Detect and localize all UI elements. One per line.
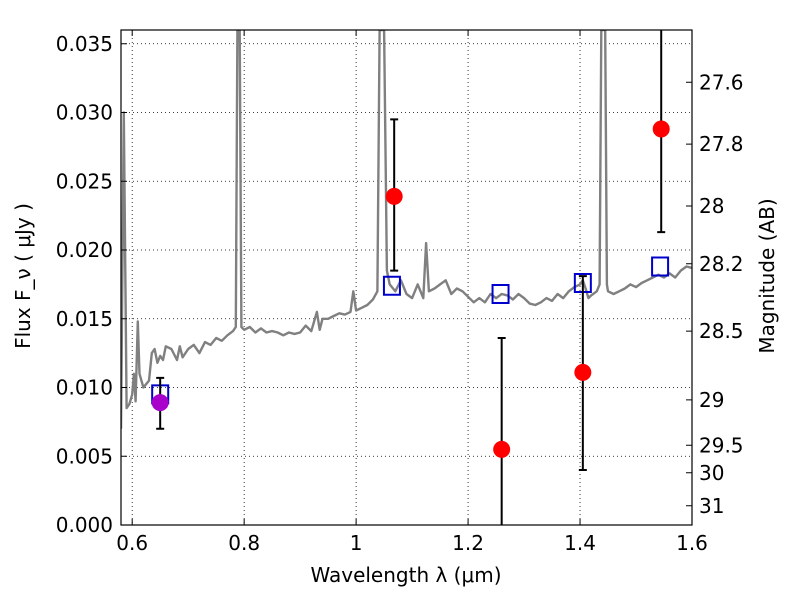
y2-tick-label: 30 <box>699 461 724 485</box>
x-tick-label: 0.6 <box>116 531 148 555</box>
spectrum-line <box>121 30 692 429</box>
y2-tick-label: 28.2 <box>699 252 744 276</box>
x-tick-label: 1.2 <box>452 531 484 555</box>
y-tick-label: 0.035 <box>56 32 113 56</box>
observed-point-circle <box>385 187 403 205</box>
y2-tick-label: 27.8 <box>699 132 744 156</box>
model-point-square <box>651 256 670 277</box>
x-tick-label: 1.6 <box>676 531 708 555</box>
y-tick-label: 0.020 <box>56 238 113 262</box>
observed-point-circle <box>493 440 511 458</box>
y2-axis-title: Magnitude (AB) <box>755 198 779 353</box>
y2-tick-label: 28.5 <box>699 319 744 343</box>
y2-tick-label: 29.5 <box>699 433 744 457</box>
y-axis-title: Flux F_ν ( μJy ) <box>11 203 35 349</box>
axis-ticks: 0.6 0.8 1 1.2 1.4 1.6 0.000 0.005 0.010 0.015 0.02… <box>56 30 744 555</box>
y-tick-label: 0.000 <box>56 513 113 537</box>
model-point-square <box>491 284 510 304</box>
observed-point-circle <box>652 120 670 138</box>
y2-tick-label: 29 <box>699 388 724 412</box>
observed-point-circle <box>151 394 169 412</box>
y2-tick-label: 27.6 <box>699 70 744 94</box>
observed-point-circle <box>574 363 592 381</box>
y-tick-label: 0.030 <box>56 101 113 125</box>
y-tick-label: 0.015 <box>56 307 113 331</box>
x-tick-label: 0.8 <box>228 531 260 555</box>
y-tick-label: 0.005 <box>56 444 113 468</box>
plot-frame <box>120 29 693 526</box>
plot-area <box>121 30 692 525</box>
x-tick-label: 1 <box>350 531 363 555</box>
y2-tick-label: 31 <box>699 494 724 518</box>
model-point-square <box>382 275 401 296</box>
y-tick-label: 0.010 <box>56 376 113 400</box>
x-tick-label: 1.4 <box>564 531 596 555</box>
plot-data-group <box>121 30 692 525</box>
x-axis-title: Wavelength λ (μm) <box>310 563 501 587</box>
y-tick-label: 0.025 <box>56 169 113 193</box>
y2-tick-label: 28 <box>699 194 724 218</box>
